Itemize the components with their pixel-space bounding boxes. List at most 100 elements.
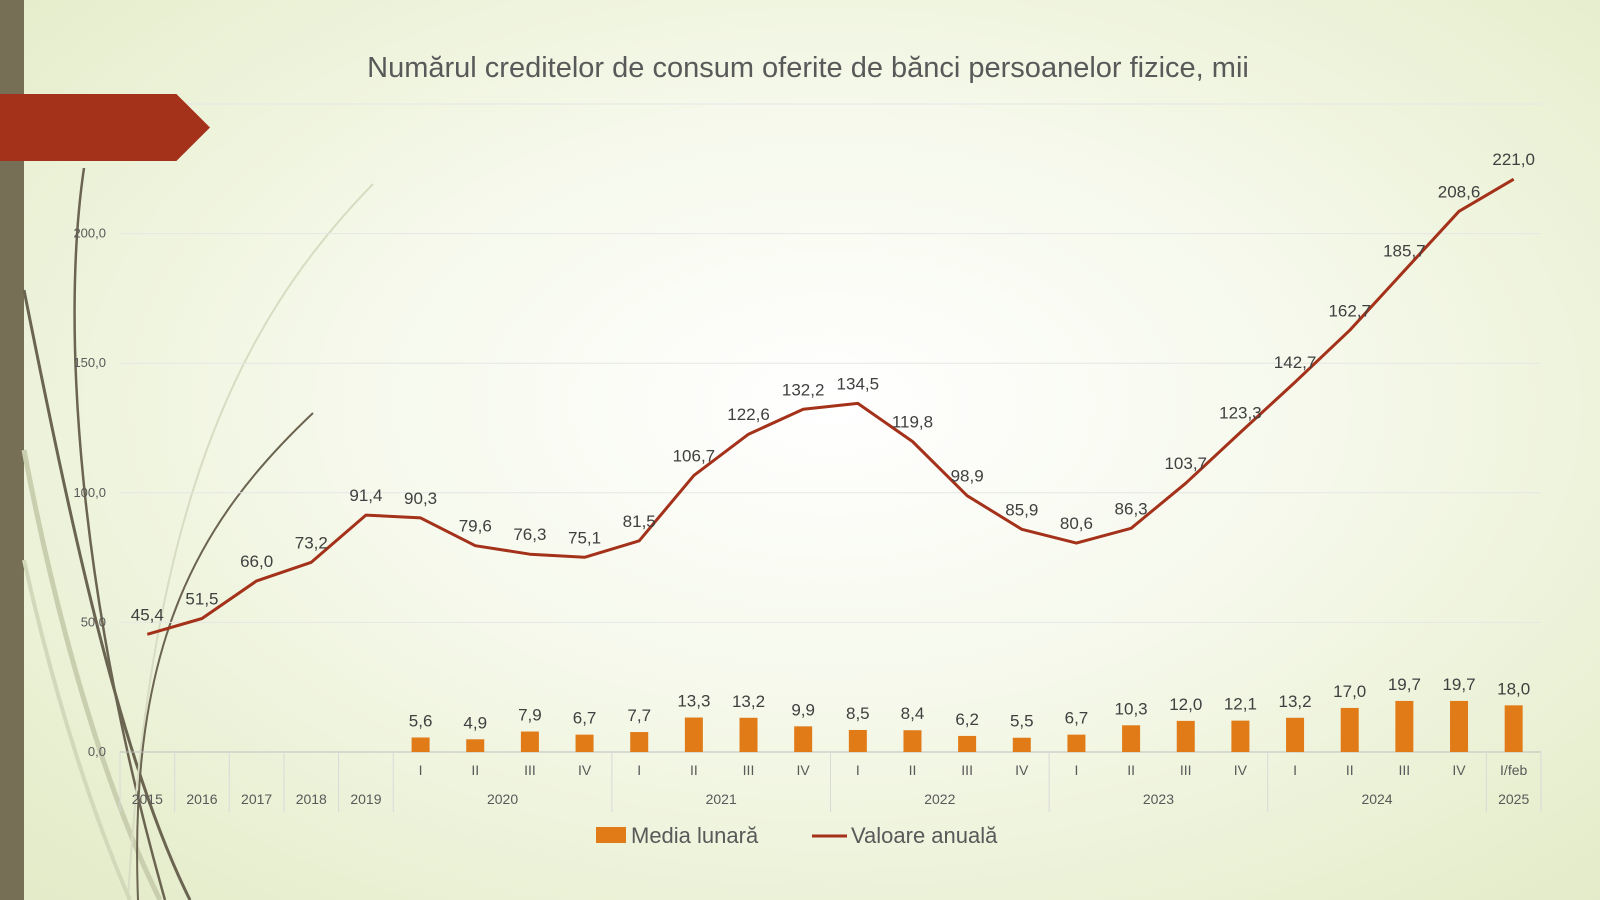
bar xyxy=(575,734,594,752)
line-data-label: 66,0 xyxy=(240,552,273,571)
line-data-label: 73,2 xyxy=(295,533,328,552)
x-group-label: 2021 xyxy=(706,791,737,807)
line-data-label: 45,4 xyxy=(131,605,164,624)
bar-data-label: 13,2 xyxy=(732,692,765,711)
x-tick-label: 2015 xyxy=(132,791,163,807)
line-data-label: 79,6 xyxy=(459,517,492,536)
bar-data-label: 7,9 xyxy=(518,706,542,725)
bar-data-label: 4,9 xyxy=(463,713,487,732)
bar-data-label: 13,2 xyxy=(1279,692,1312,711)
bar xyxy=(739,717,758,752)
x-tick-label: II xyxy=(690,762,698,778)
line-data-label: 208,6 xyxy=(1438,182,1481,201)
bar-data-label: 10,3 xyxy=(1115,699,1148,718)
bar-data-label: 17,0 xyxy=(1333,682,1366,701)
line-data-label: 103,7 xyxy=(1164,454,1207,473)
line-data-label: 81,5 xyxy=(623,512,656,531)
line-data-label: 134,5 xyxy=(837,374,880,393)
decor-curve xyxy=(22,289,192,900)
decor-curve xyxy=(127,183,374,900)
decor-curve xyxy=(21,449,163,900)
x-tick-label: III xyxy=(743,762,755,778)
bar-data-label: 12,1 xyxy=(1224,695,1257,714)
bar-data-label: 6,7 xyxy=(1065,709,1089,728)
line-data-label: 85,9 xyxy=(1005,500,1038,519)
line-data-label: 98,9 xyxy=(951,467,984,486)
bar-data-label: 8,4 xyxy=(901,704,925,723)
x-tick-label: IV xyxy=(1452,762,1466,778)
x-tick-label: I xyxy=(856,762,860,778)
x-tick-label: II xyxy=(909,762,917,778)
y-tick-label: 50,0 xyxy=(81,614,106,629)
x-tick-label: I xyxy=(419,762,423,778)
x-tick-label: IV xyxy=(1234,762,1248,778)
bar xyxy=(1231,720,1250,752)
line-data-label: 123,3 xyxy=(1219,403,1262,422)
x-tick-label: 2018 xyxy=(296,791,327,807)
line-data-label: 132,2 xyxy=(782,380,825,399)
line-data-label: 51,5 xyxy=(185,590,218,609)
bar xyxy=(794,726,813,752)
bar xyxy=(1286,717,1305,752)
gridlines xyxy=(120,103,1541,753)
x-tick-label: III xyxy=(1180,762,1192,778)
line-series xyxy=(146,177,1515,636)
line-data-label: 76,3 xyxy=(513,525,546,544)
bar-data-label: 6,2 xyxy=(955,710,979,729)
x-group-label: 2022 xyxy=(924,791,955,807)
line-data-label: 162,7 xyxy=(1328,301,1371,320)
legend-label-valoare-anuala: Valoare anuală xyxy=(851,823,998,848)
bar-data-label: 9,9 xyxy=(791,700,815,719)
bar xyxy=(630,732,649,752)
data-labels: 5,6 4,9 7,9 6,7 7,7 13,3 13,2 9,9 8,5 8,4 6,2 5,5 6,… xyxy=(131,150,1535,732)
bar xyxy=(958,735,977,752)
x-tick-label: I/feb xyxy=(1500,762,1527,778)
line-data-label: 106,7 xyxy=(673,446,716,465)
x-group-label: 2025 xyxy=(1498,791,1529,807)
bar-data-label: 12,0 xyxy=(1169,695,1202,714)
line-data-label: 91,4 xyxy=(349,486,382,505)
decorative-curves xyxy=(21,167,374,900)
x-tick-label: II xyxy=(1346,762,1354,778)
series-line-valoare-anuala xyxy=(146,177,1515,636)
x-tick-label: 2019 xyxy=(350,791,381,807)
x-group-label: 2023 xyxy=(1143,791,1174,807)
bar xyxy=(848,729,867,752)
bar xyxy=(1450,700,1469,752)
decor-curve xyxy=(22,559,132,900)
legend-swatch-media-lunara xyxy=(596,827,626,843)
x-tick-label: II xyxy=(471,762,479,778)
x-tick-label: IV xyxy=(578,762,592,778)
line-data-label: 90,3 xyxy=(404,489,437,508)
y-tick-label: 100,0 xyxy=(73,485,106,500)
line-data-label: 75,1 xyxy=(568,528,601,547)
legend: Media lunară Valoare anuală xyxy=(596,823,998,848)
bar xyxy=(1504,705,1523,752)
bar-data-label: 6,7 xyxy=(573,709,597,728)
y-tick-label: 0,0 xyxy=(88,744,106,759)
bar-data-label: 19,7 xyxy=(1388,675,1421,694)
x-tick-label: III xyxy=(524,762,536,778)
bar xyxy=(903,730,922,752)
line-data-label: 119,8 xyxy=(892,412,933,431)
x-group-label: 2024 xyxy=(1361,791,1392,807)
line-data-label: 221,0 xyxy=(1492,150,1535,169)
y-tick-label: 200,0 xyxy=(73,226,106,241)
bar-data-label: 7,7 xyxy=(627,706,651,725)
x-tick-label: 2017 xyxy=(241,791,272,807)
x-tick-label: 2016 xyxy=(186,791,217,807)
line-data-label: 142,7 xyxy=(1274,353,1317,372)
bar-data-label: 5,5 xyxy=(1010,712,1034,731)
bar xyxy=(411,737,430,752)
legend-label-media-lunara: Media lunară xyxy=(631,823,759,848)
red-arrow-accent xyxy=(0,94,210,161)
chart-title: Numărul creditelor de consum oferite de … xyxy=(367,52,1249,84)
x-tick-label: III xyxy=(961,762,973,778)
decor-curve xyxy=(136,412,314,900)
bar-data-label: 13,3 xyxy=(677,692,710,711)
line-data-label: 80,6 xyxy=(1060,514,1093,533)
bar-data-label: 5,6 xyxy=(409,711,433,730)
bar xyxy=(520,731,539,752)
